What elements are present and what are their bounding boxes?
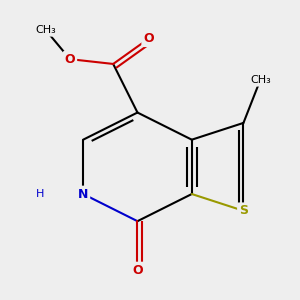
Text: O: O xyxy=(65,52,75,66)
Text: O: O xyxy=(143,32,154,45)
Text: N: N xyxy=(78,188,88,200)
Text: H: H xyxy=(35,189,44,199)
Text: CH₃: CH₃ xyxy=(35,25,56,35)
Text: O: O xyxy=(132,264,143,277)
Text: CH₃: CH₃ xyxy=(250,75,271,85)
Text: S: S xyxy=(239,204,248,217)
